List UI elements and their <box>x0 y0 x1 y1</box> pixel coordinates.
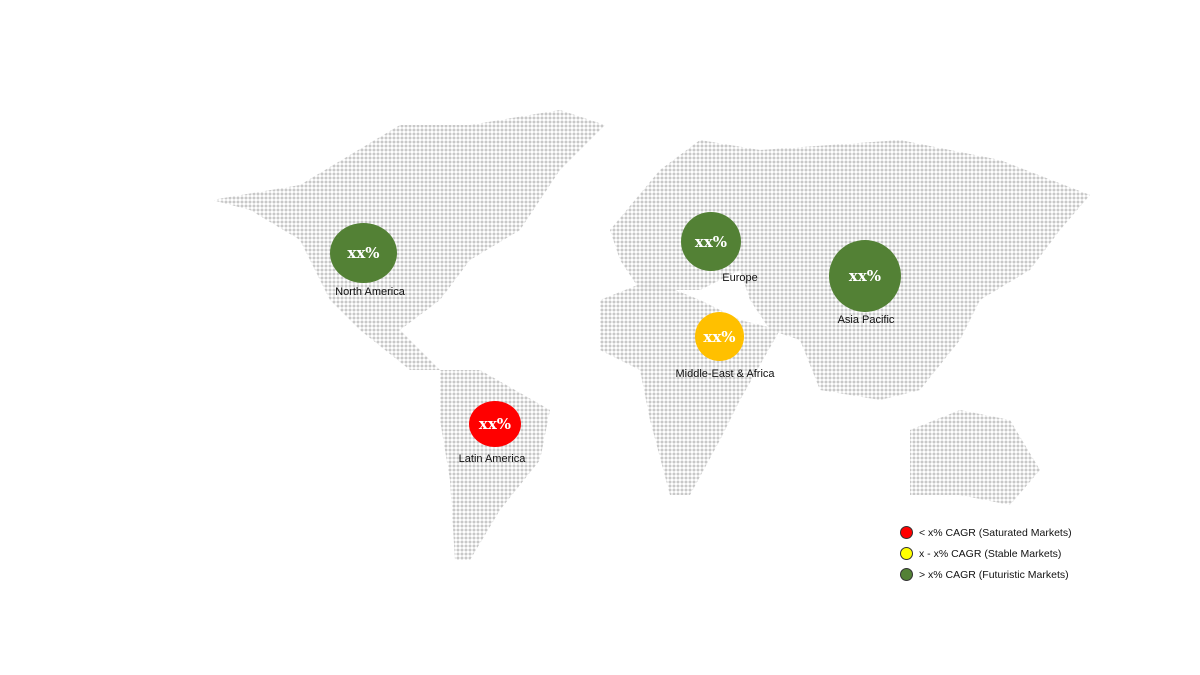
region-bubble-asia-pacific: xx% <box>829 240 901 312</box>
region-label-latin-america: Latin America <box>458 453 526 465</box>
continent-asia <box>740 140 1090 400</box>
region-label-europe: Europe <box>722 272 758 284</box>
continent-australia <box>910 410 1040 505</box>
region-label-north-america: North America <box>335 286 405 298</box>
region-bubble-middle-east-africa: xx% <box>695 312 744 361</box>
legend: < x% CAGR (Saturated Markets) x - x% CAG… <box>900 522 1072 585</box>
yellow-dot-icon <box>900 547 913 560</box>
red-dot-icon <box>900 526 913 539</box>
green-dot-icon <box>900 568 913 581</box>
legend-label: > x% CAGR (Futuristic Markets) <box>919 568 1069 581</box>
legend-item-futuristic: > x% CAGR (Futuristic Markets) <box>900 564 1072 585</box>
legend-label: x - x% CAGR (Stable Markets) <box>919 547 1062 560</box>
continent-north-america <box>212 110 605 370</box>
region-bubble-europe: xx% <box>681 212 741 271</box>
legend-item-saturated: < x% CAGR (Saturated Markets) <box>900 522 1072 543</box>
region-label-asia-pacific: Asia Pacific <box>837 314 895 326</box>
continent-south-america <box>440 370 550 560</box>
region-bubble-latin-america: xx% <box>469 401 521 447</box>
legend-item-stable: x - x% CAGR (Stable Markets) <box>900 543 1072 564</box>
legend-label: < x% CAGR (Saturated Markets) <box>919 526 1072 539</box>
region-bubble-north-america: xx% <box>330 223 397 283</box>
region-label-middle-east-africa: Middle-East & Africa <box>675 368 775 380</box>
continent-africa <box>600 280 780 495</box>
